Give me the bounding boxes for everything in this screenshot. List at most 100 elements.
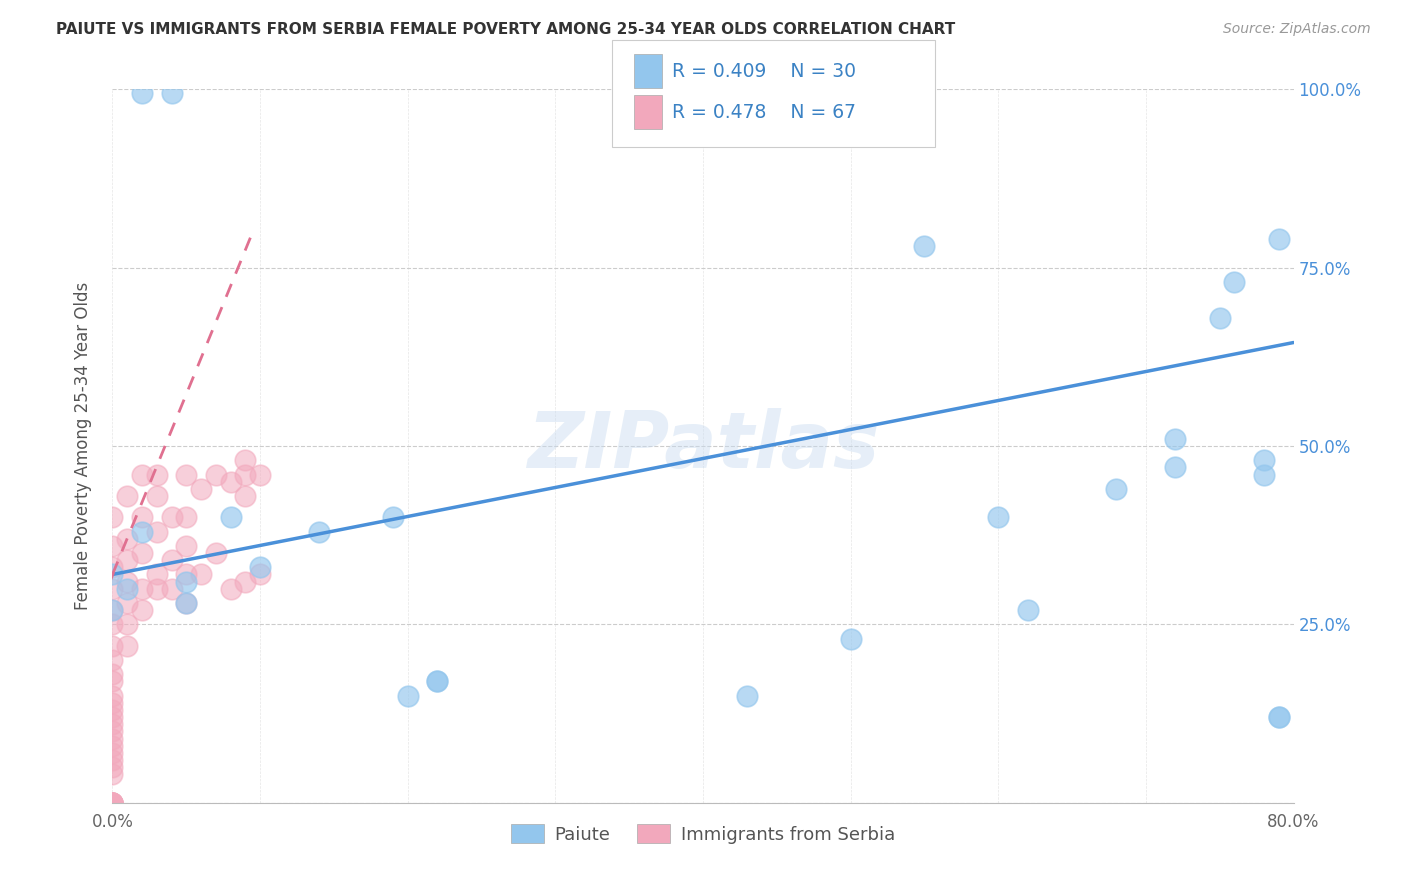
Point xyxy=(101,674,124,689)
Point xyxy=(101,796,124,810)
Point xyxy=(174,596,197,610)
Text: R = 0.409    N = 30: R = 0.409 N = 30 xyxy=(672,62,856,81)
Point xyxy=(117,596,138,610)
Point xyxy=(101,539,124,553)
Text: PAIUTE VS IMMIGRANTS FROM SERBIA FEMALE POVERTY AMONG 25-34 YEAR OLDS CORRELATIO: PAIUTE VS IMMIGRANTS FROM SERBIA FEMALE … xyxy=(56,22,956,37)
Point xyxy=(160,510,183,524)
Point xyxy=(146,567,169,582)
Point xyxy=(101,731,124,746)
Point xyxy=(101,717,124,731)
Point xyxy=(131,524,153,539)
Point xyxy=(101,567,124,582)
Point xyxy=(233,574,256,589)
Point xyxy=(117,639,138,653)
Point xyxy=(205,546,228,560)
Point xyxy=(1017,603,1039,617)
Point xyxy=(249,467,271,482)
Point xyxy=(174,596,197,610)
Point xyxy=(249,567,271,582)
Point xyxy=(146,467,169,482)
Point xyxy=(219,582,242,596)
Point xyxy=(101,796,124,810)
Point xyxy=(101,603,124,617)
Point xyxy=(117,489,138,503)
Point xyxy=(160,582,183,596)
Point xyxy=(101,796,124,810)
Point xyxy=(174,574,197,589)
Point xyxy=(101,796,124,810)
Point xyxy=(146,582,169,596)
Text: R = 0.478    N = 67: R = 0.478 N = 67 xyxy=(672,103,856,122)
Point xyxy=(396,689,419,703)
Point xyxy=(1253,453,1275,467)
Text: Source: ZipAtlas.com: Source: ZipAtlas.com xyxy=(1223,22,1371,37)
Point xyxy=(174,510,197,524)
Point xyxy=(117,574,138,589)
Point xyxy=(1164,460,1187,475)
Point xyxy=(308,524,330,539)
Point xyxy=(101,510,124,524)
Point xyxy=(101,753,124,767)
Point xyxy=(131,582,153,596)
Point xyxy=(219,475,242,489)
Text: ZIPatlas: ZIPatlas xyxy=(527,408,879,484)
Point xyxy=(101,767,124,781)
Point xyxy=(160,86,183,100)
Point xyxy=(382,510,405,524)
Point xyxy=(101,582,124,596)
Point xyxy=(205,467,228,482)
Point xyxy=(987,510,1010,524)
Point xyxy=(190,482,212,496)
Point xyxy=(101,796,124,810)
Point xyxy=(233,489,256,503)
Point xyxy=(737,689,759,703)
Point xyxy=(219,510,242,524)
Legend: Paiute, Immigrants from Serbia: Paiute, Immigrants from Serbia xyxy=(503,817,903,851)
Point xyxy=(426,674,449,689)
Point xyxy=(101,746,124,760)
Point xyxy=(101,796,124,810)
Point xyxy=(101,724,124,739)
Point xyxy=(160,553,183,567)
Point xyxy=(101,760,124,774)
Point xyxy=(101,667,124,681)
Point xyxy=(233,467,256,482)
Point xyxy=(174,467,197,482)
Point xyxy=(117,553,138,567)
Point xyxy=(146,489,169,503)
Point xyxy=(1208,310,1232,325)
Point xyxy=(1253,467,1275,482)
Y-axis label: Female Poverty Among 25-34 Year Olds: Female Poverty Among 25-34 Year Olds xyxy=(73,282,91,610)
Point xyxy=(131,546,153,560)
Point xyxy=(1164,432,1187,446)
Point xyxy=(101,689,124,703)
Point xyxy=(914,239,936,253)
Point xyxy=(101,739,124,753)
Point xyxy=(101,703,124,717)
Point xyxy=(117,582,138,596)
Point xyxy=(117,617,138,632)
Point xyxy=(131,467,153,482)
Point xyxy=(249,560,271,574)
Point xyxy=(101,617,124,632)
Point xyxy=(101,796,124,810)
Point xyxy=(839,632,862,646)
Point xyxy=(101,696,124,710)
Point xyxy=(101,710,124,724)
Point xyxy=(117,532,138,546)
Point xyxy=(101,653,124,667)
Point xyxy=(190,567,212,582)
Point xyxy=(101,560,124,574)
Point xyxy=(426,674,449,689)
Point xyxy=(146,524,169,539)
Point xyxy=(1223,275,1246,289)
Point xyxy=(233,453,256,467)
Point xyxy=(174,539,197,553)
Point xyxy=(131,510,153,524)
Point xyxy=(101,603,124,617)
Point xyxy=(101,639,124,653)
Point xyxy=(1105,482,1128,496)
Point xyxy=(174,567,197,582)
Point xyxy=(101,796,124,810)
Point xyxy=(1268,710,1291,724)
